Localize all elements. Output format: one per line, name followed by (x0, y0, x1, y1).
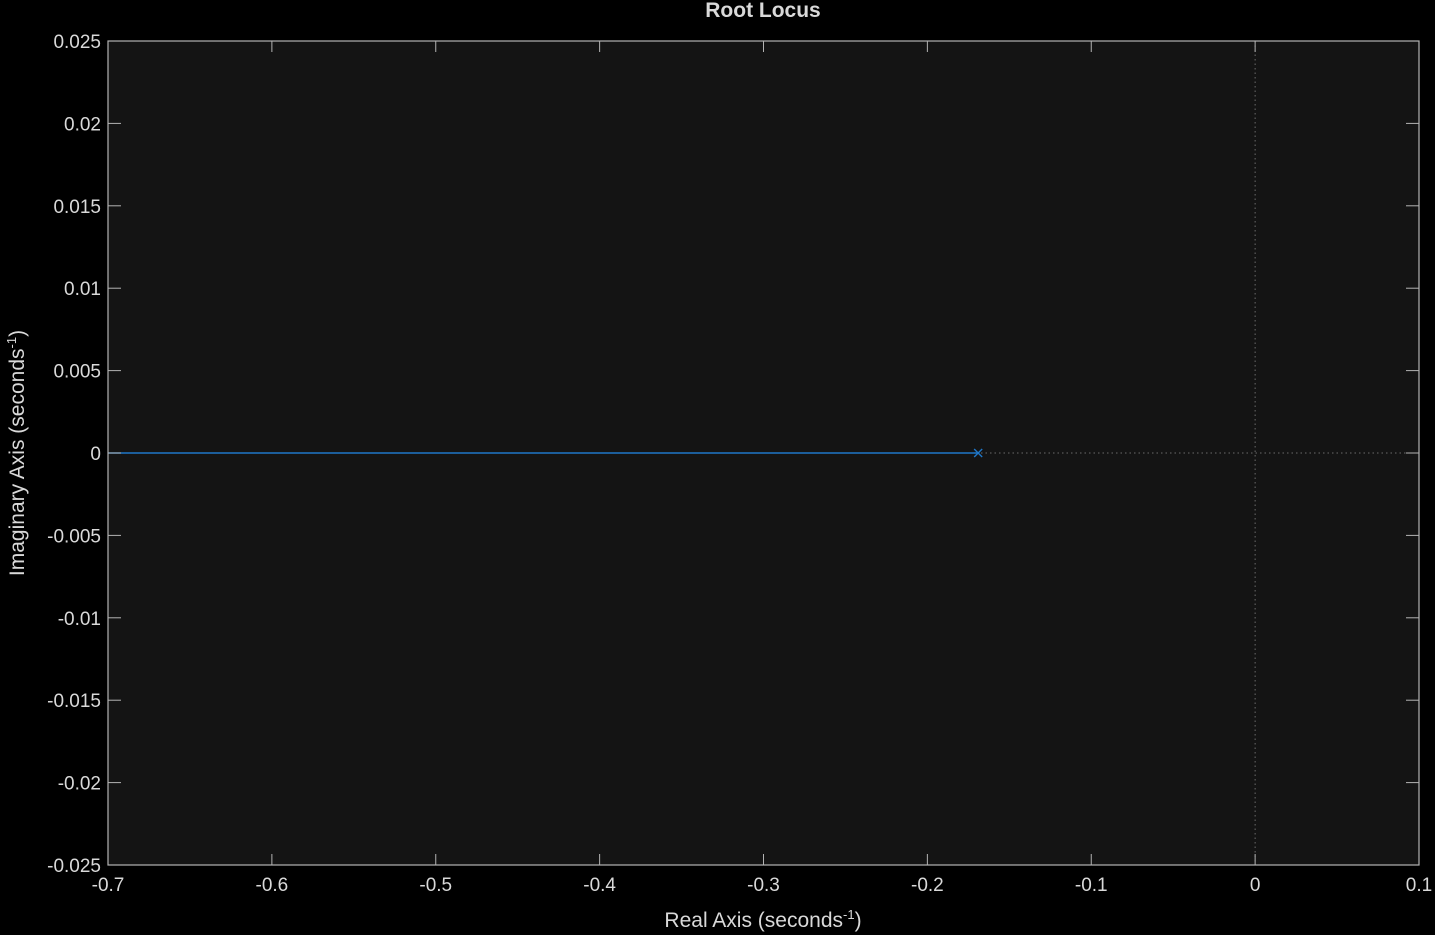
y-tick-label: -0.01 (58, 609, 101, 630)
y-tick-label: -0.02 (58, 774, 101, 795)
pole-markers (973, 448, 983, 458)
y-tick-label: 0.005 (53, 362, 101, 383)
y-tick-label: 0 (90, 444, 101, 465)
y-tick-label: -0.015 (47, 691, 101, 712)
x-tick-label: -0.4 (583, 875, 616, 896)
y-tick-label: 0.01 (64, 279, 101, 300)
x-tick-label: -0.1 (1075, 875, 1108, 896)
x-tick-label: -0.3 (747, 875, 780, 896)
x-tick-label: 0 (1250, 875, 1261, 896)
y-tick-label: -0.025 (47, 856, 101, 877)
x-tick-label: -0.6 (256, 875, 289, 896)
x-axis-label: Real Axis (seconds-1) (664, 907, 861, 932)
chart-title: Root Locus (705, 0, 821, 22)
y-tick-label: 0.025 (53, 32, 101, 53)
x-tick-label: -0.5 (419, 875, 452, 896)
x-tick-label: -0.2 (911, 875, 944, 896)
y-axis-ticks: 0.025 0.02 0.015 0.01 0.005 0 -0.005 -0.01 -0.01… (47, 32, 1419, 877)
y-tick-label: 0.02 (64, 114, 101, 135)
y-tick-label: -0.005 (47, 526, 101, 547)
x-tick-label: 0.1 (1406, 875, 1432, 896)
x-tick-label: -0.7 (92, 875, 125, 896)
x-axis-ticks: -0.7 -0.6 -0.5 -0.4 -0.3 -0.2 -0.1 0 0.1 (92, 41, 1432, 896)
y-tick-label: 0.015 (53, 197, 101, 218)
y-axis-label: Imaginary Axis (seconds-1) (4, 330, 29, 576)
pole-marker (973, 448, 983, 458)
